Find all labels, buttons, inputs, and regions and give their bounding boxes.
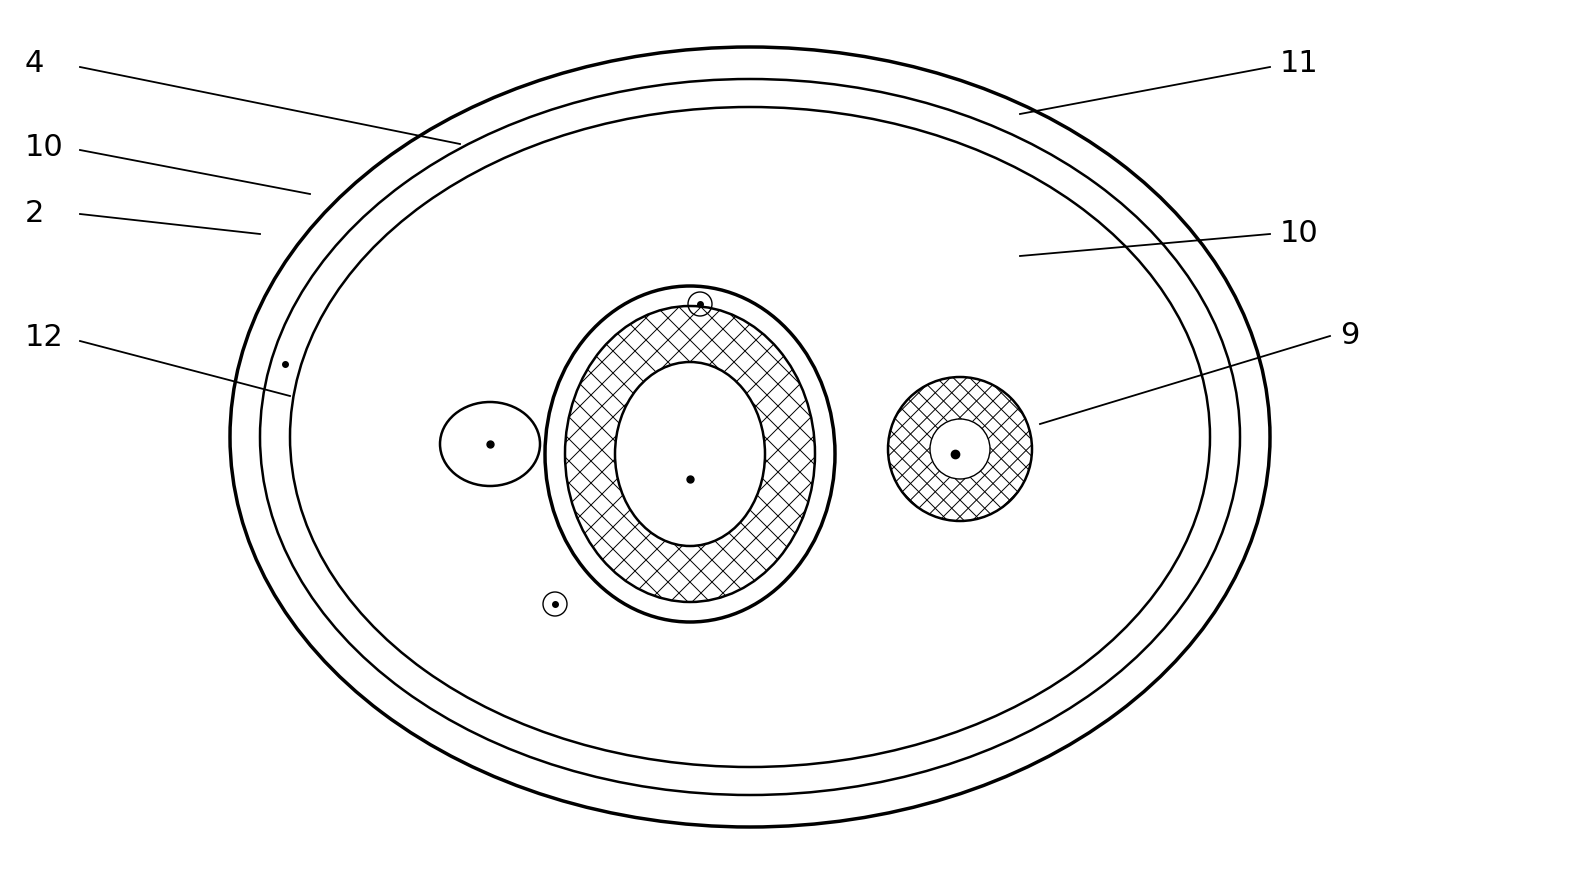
Ellipse shape bbox=[930, 419, 990, 479]
Ellipse shape bbox=[566, 306, 815, 602]
Text: 2: 2 bbox=[25, 199, 44, 228]
Ellipse shape bbox=[440, 402, 541, 486]
Text: 11: 11 bbox=[1280, 50, 1319, 79]
Text: 12: 12 bbox=[25, 323, 63, 352]
Ellipse shape bbox=[887, 377, 1032, 521]
Text: 10: 10 bbox=[1280, 219, 1319, 248]
Ellipse shape bbox=[545, 286, 835, 622]
Text: 4: 4 bbox=[25, 50, 44, 79]
Text: 9: 9 bbox=[1340, 322, 1360, 350]
Text: 10: 10 bbox=[25, 134, 63, 163]
Ellipse shape bbox=[615, 362, 764, 546]
